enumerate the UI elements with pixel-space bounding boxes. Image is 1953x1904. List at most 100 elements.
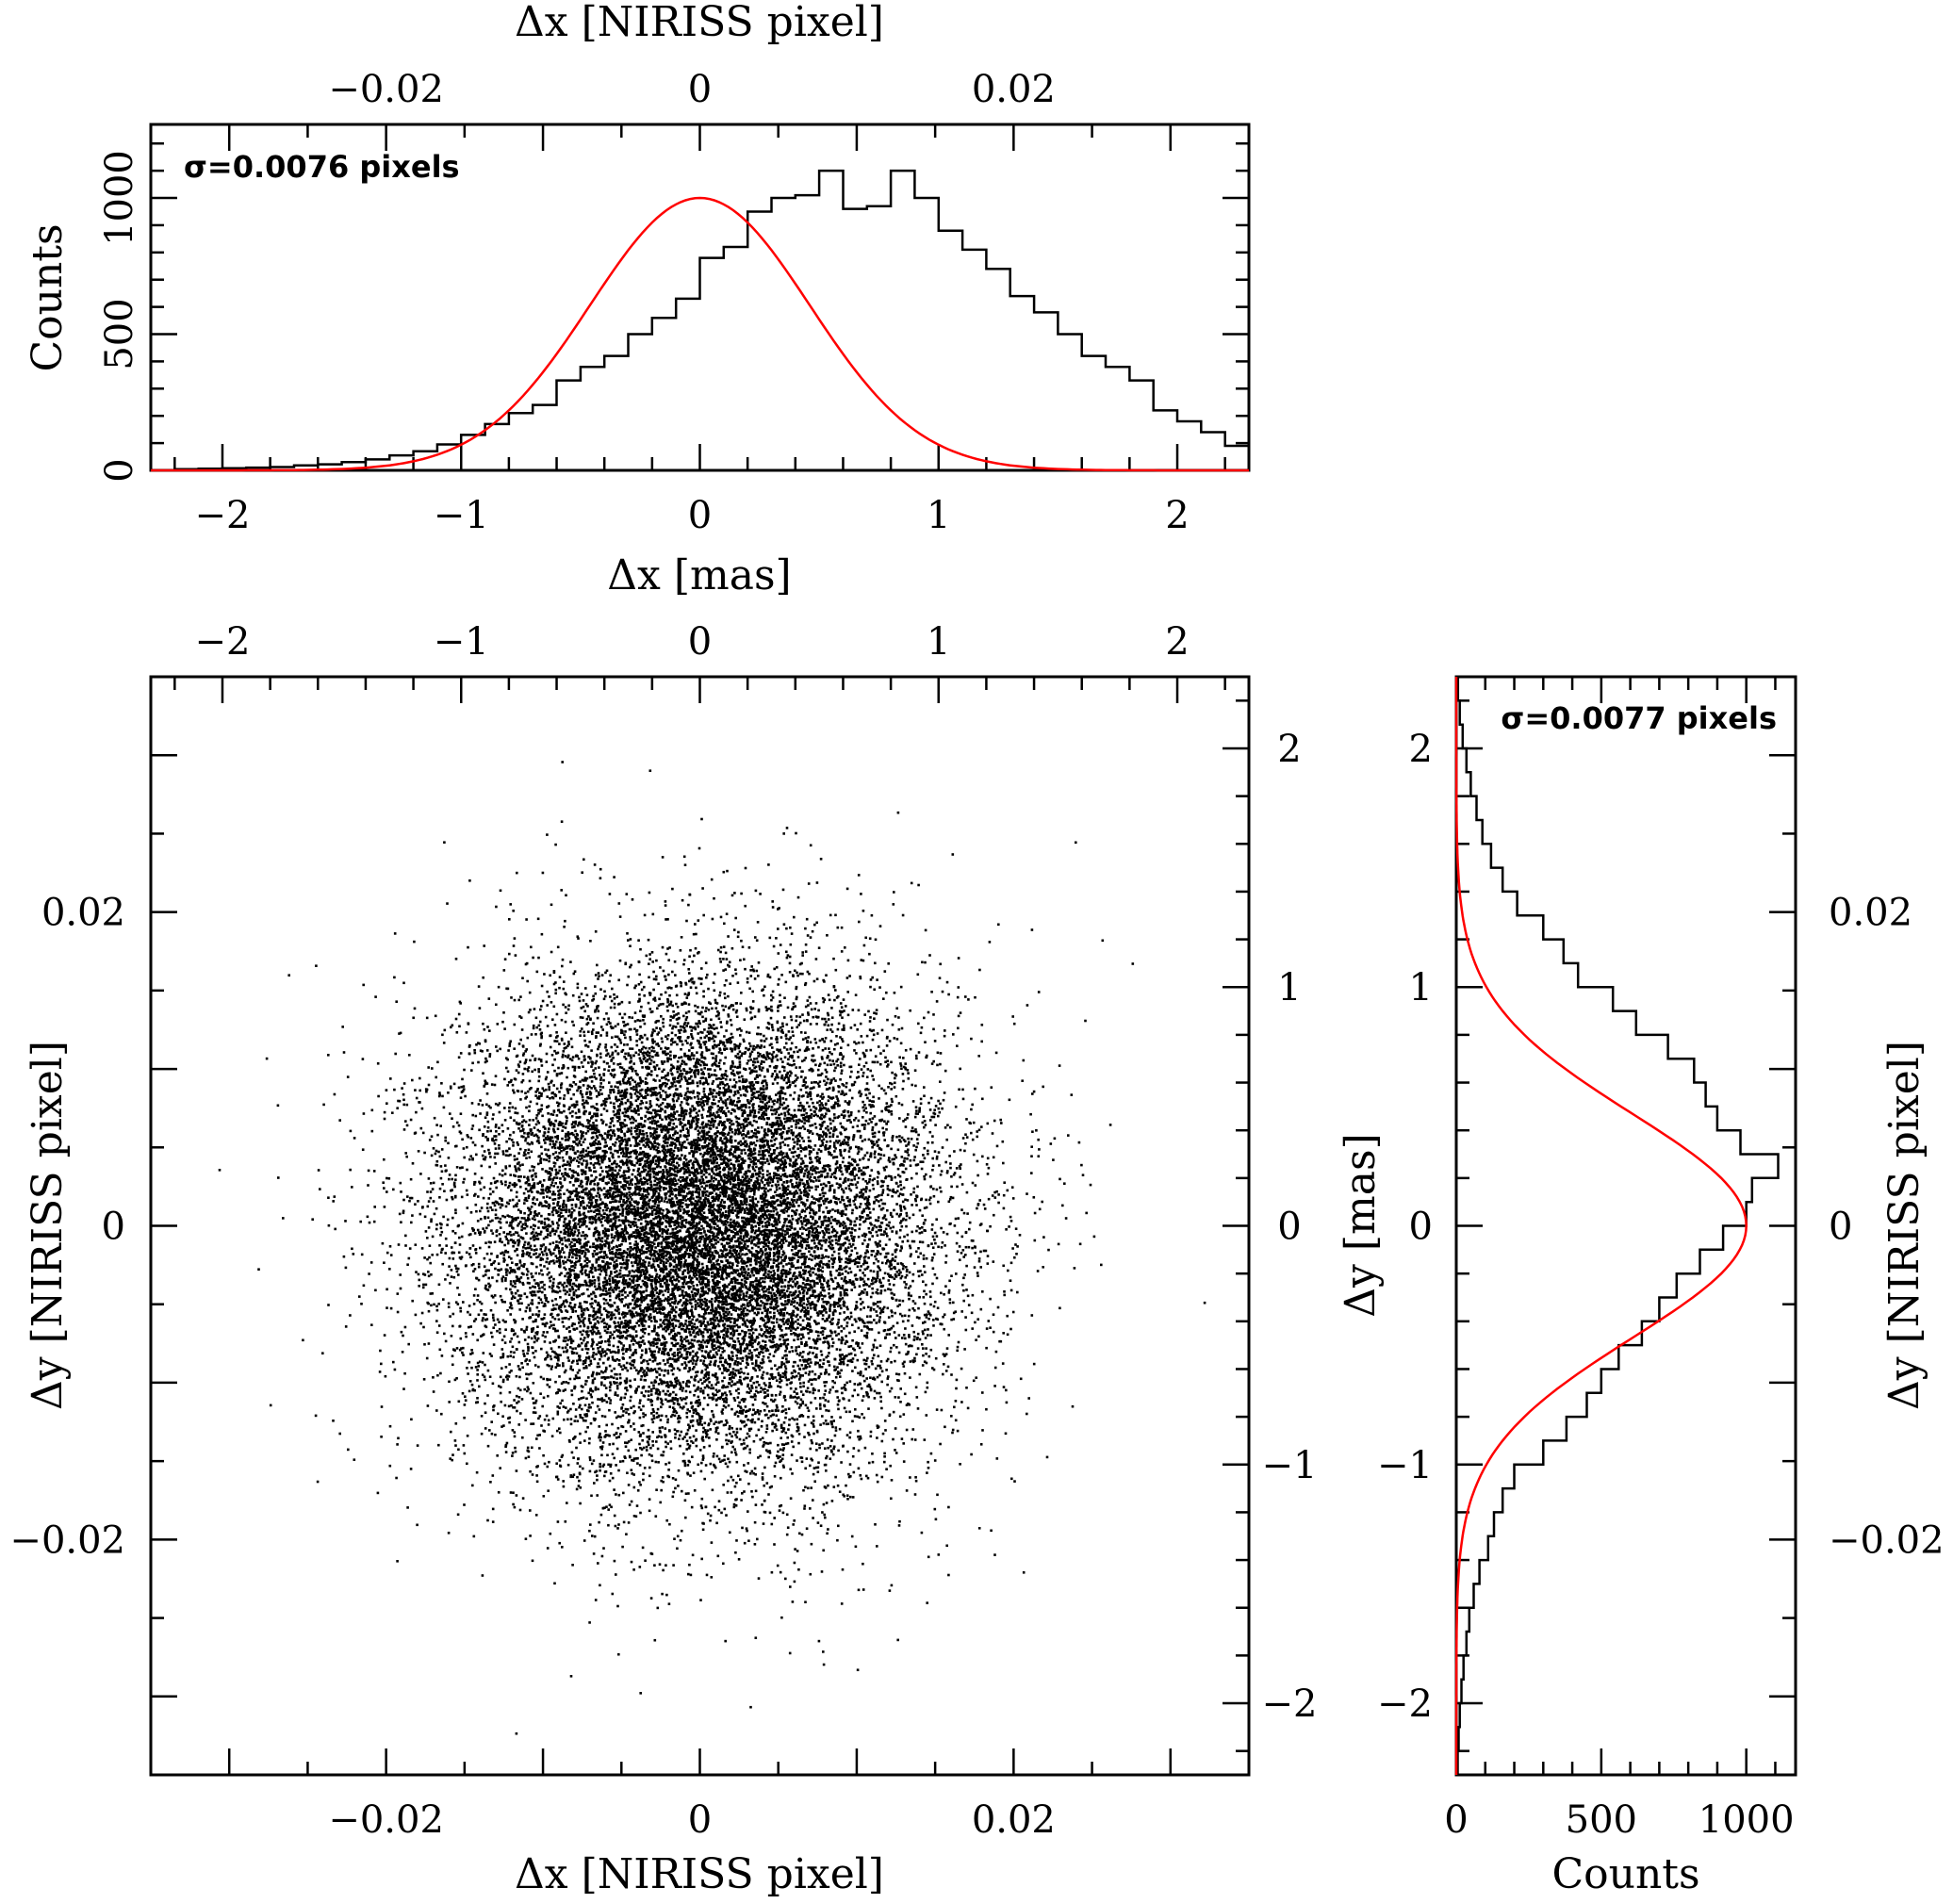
scatter-point	[813, 1144, 817, 1147]
scatter-point	[744, 1398, 747, 1401]
scatter-point	[416, 1523, 418, 1527]
scatter-point	[510, 1257, 513, 1260]
scatter-point	[370, 1129, 374, 1133]
scatter-point	[661, 1180, 664, 1183]
scatter-point	[797, 1256, 800, 1259]
scatter-point	[799, 1216, 803, 1219]
scatter-point	[549, 1279, 552, 1283]
scatter-point	[703, 1297, 707, 1301]
scatter-point	[773, 967, 776, 971]
scatter-point	[576, 1124, 580, 1127]
scatter-point	[539, 1247, 542, 1251]
top-histogram-top-tick-label: 0	[688, 68, 712, 111]
scatter-point	[780, 1363, 783, 1367]
scatter-point	[963, 1149, 966, 1153]
scatter-point	[383, 1110, 386, 1114]
scatter-point	[770, 1196, 773, 1199]
scatter-point	[874, 1303, 878, 1305]
scatter-point	[939, 1062, 942, 1066]
scatter-point	[859, 1435, 862, 1438]
scatter-point	[733, 1279, 737, 1283]
scatter-point	[582, 1099, 584, 1102]
scatter-point	[767, 1144, 771, 1148]
scatter-point	[725, 1090, 729, 1093]
scatter-point	[961, 1097, 965, 1101]
scatter-point	[584, 1347, 588, 1351]
scatter-point	[797, 1175, 800, 1179]
scatter-point	[628, 1272, 632, 1274]
scatter-point	[660, 1453, 663, 1457]
scatter-point	[777, 1098, 780, 1101]
scatter-point	[393, 1088, 396, 1092]
scatter-point	[540, 984, 544, 988]
scatter-point	[806, 1238, 809, 1240]
scatter-point	[675, 993, 679, 997]
scatter-point	[632, 1428, 636, 1431]
scatter-point	[744, 1086, 747, 1089]
scatter-point	[971, 1181, 975, 1185]
scatter-point	[789, 1277, 792, 1281]
scatter-point	[615, 1207, 619, 1211]
scatter-point	[787, 1327, 791, 1330]
scatter-point	[623, 1287, 626, 1289]
scatter-point	[696, 1195, 698, 1199]
scatter-point	[548, 1276, 551, 1280]
scatter-point	[800, 1113, 803, 1117]
scatter-point	[845, 1281, 847, 1285]
scatter-point	[847, 1226, 851, 1230]
scatter-point	[773, 1142, 777, 1146]
scatter-point	[531, 1299, 533, 1302]
scatter-point	[713, 1286, 715, 1288]
scatter-point	[895, 1346, 898, 1349]
scatter-point	[610, 1233, 614, 1237]
scatter-point	[616, 1239, 619, 1241]
scatter-point	[578, 1471, 582, 1475]
scatter-point	[960, 1310, 963, 1313]
scatter-point	[525, 1306, 529, 1309]
scatter-point	[578, 1191, 581, 1194]
scatter-point	[812, 1279, 814, 1283]
scatter-point	[565, 1309, 567, 1312]
scatter-point	[615, 1270, 618, 1272]
scatter-point	[492, 1326, 495, 1329]
scatter-point	[771, 906, 775, 909]
scatter-point	[874, 1523, 877, 1526]
scatter-point	[829, 1175, 832, 1178]
scatter-point	[754, 1489, 758, 1493]
scatter-point	[484, 1402, 486, 1405]
scatter-point	[563, 1208, 566, 1211]
scatter-point	[443, 1190, 446, 1192]
scatter-point	[773, 1297, 777, 1301]
scatter-point	[817, 1334, 820, 1338]
scatter-point	[642, 1051, 646, 1055]
scatter-point	[915, 1353, 918, 1356]
scatter-point	[754, 1157, 757, 1159]
scatter-point	[747, 1042, 751, 1045]
scatter-point	[723, 1376, 726, 1379]
scatter-point	[602, 1060, 606, 1063]
scatter-point	[585, 1017, 589, 1021]
scatter-point	[652, 998, 655, 1001]
scatter-point	[548, 1088, 550, 1092]
scatter-point	[563, 926, 566, 928]
scatter-point	[878, 1130, 880, 1134]
scatter-point	[319, 1188, 321, 1190]
scatter-point	[830, 1239, 834, 1242]
scatter-point	[617, 1190, 620, 1193]
scatter-point	[690, 1075, 693, 1078]
scatter-point	[672, 1236, 675, 1239]
scatter-point	[686, 1281, 689, 1284]
scatter-point	[822, 1239, 825, 1242]
scatter-point	[333, 1195, 336, 1198]
scatter-point	[594, 1010, 597, 1013]
scatter-frame	[149, 675, 1251, 1777]
scatter-point	[383, 1261, 386, 1264]
scatter-point	[828, 1352, 830, 1354]
scatter-point	[918, 1295, 921, 1299]
scatter-point	[706, 1366, 709, 1369]
scatter-point	[821, 1092, 824, 1096]
scatter-point	[746, 1470, 748, 1473]
scatter-point	[351, 1186, 353, 1189]
scatter-point	[631, 1069, 634, 1073]
scatter-point	[541, 1290, 544, 1294]
